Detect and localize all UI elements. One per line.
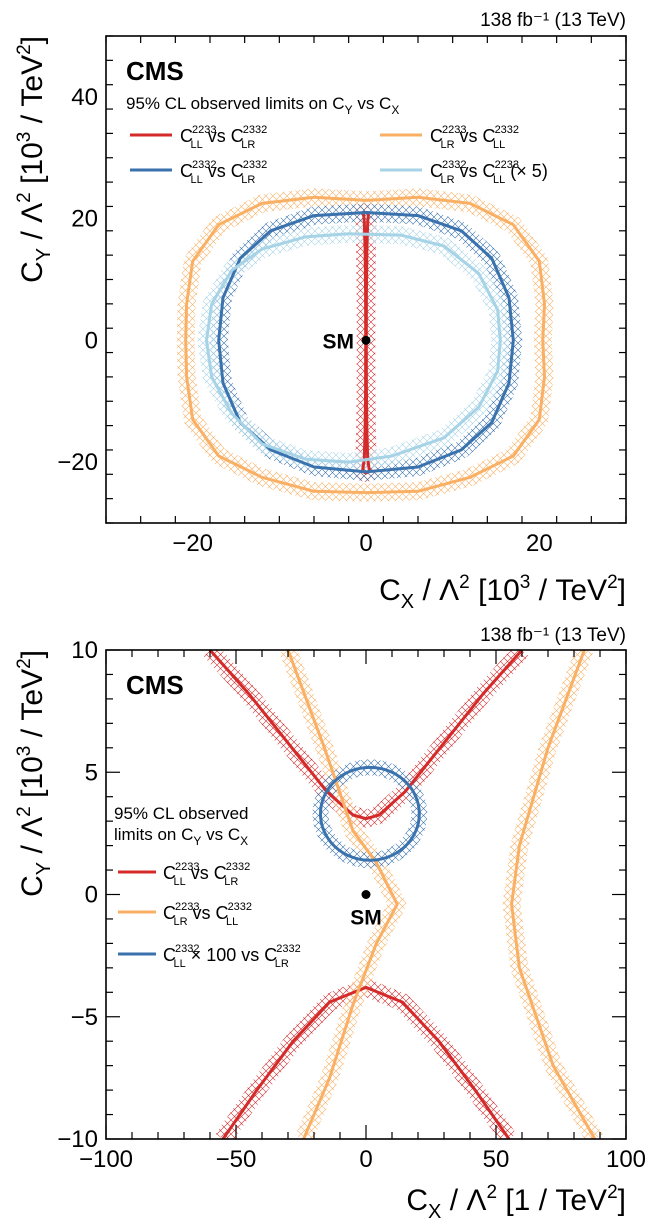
y-tick-label: 10 <box>71 637 98 664</box>
sm-point <box>361 890 371 899</box>
top-ylabel: CY / Λ2 [103 / TeV2] <box>14 36 55 283</box>
lumi-label-bottom: 138 fb⁻¹ (13 TeV) <box>480 625 626 646</box>
top-axis-ticks: −20 0 20 −20 0 20 40 <box>57 35 627 557</box>
y-tick-label: 5 <box>85 759 98 786</box>
top-series-lines <box>184 195 546 495</box>
hatch-band-o_l <box>279 650 407 1139</box>
x-tick-label: −100 <box>79 1146 133 1173</box>
legend-label-2: C2233 LR vs C2332 LL <box>430 124 519 151</box>
top-sm-marker: SM <box>323 330 371 353</box>
bottom-legend-title-1: 95% CL observed <box>114 804 249 823</box>
sm-label: SM <box>350 907 382 930</box>
series-line-r_dn <box>221 985 511 1139</box>
bottom-xlabel: CX / Λ2 [1 / TeV2] <box>406 1182 626 1222</box>
series-line-r_up <box>208 650 524 821</box>
y-tick-label: 0 <box>85 882 98 909</box>
y-tick-label: −20 <box>57 449 98 476</box>
top-legend-title: 95% CL observed limits on CY vs CX <box>126 94 399 117</box>
x-tick-label: 0 <box>359 1146 372 1173</box>
top-cms-label: CMS <box>126 56 184 86</box>
x-tick-label: 50 <box>483 1146 510 1173</box>
bottom-hatch-bands <box>203 650 603 1139</box>
y-tick-label: 0 <box>85 327 98 354</box>
bottom-legend-label-1: C2233 LL vs C2332 LR <box>163 861 250 888</box>
bottom-ylabel: CY / Λ2 [103 / TeV2] <box>14 650 55 897</box>
y-tick-label: −5 <box>71 1004 98 1031</box>
bottom-legend-label-3: C2332 LL × 100 vs C2332 LR <box>163 943 301 970</box>
sm-point <box>361 335 371 345</box>
y-tick-label: 40 <box>71 84 98 111</box>
series-line-s2 <box>184 195 546 495</box>
legend-label-3: C2332 LL vs C2332 LR <box>180 159 267 186</box>
bottom-cms-label: CMS <box>126 670 184 700</box>
top-legend: C2233 LL vs C2332 LR C2233 LR vs C2332 LL C2… <box>130 124 548 186</box>
y-tick-label: −10 <box>57 1126 98 1153</box>
bottom-legend-title-2: limits on CY vs CX <box>114 825 248 848</box>
top-panel: 138 fb⁻¹ (13 TeV) −20 0 20 −20 0 20 40 CMS 95%… <box>14 10 627 613</box>
series-line-o_r <box>510 650 597 1139</box>
bottom-panel: 138 fb⁻¹ (13 TeV) −100 −50 0 50 100−10−50510… <box>14 625 646 1222</box>
series-line-s3 <box>217 211 515 474</box>
bottom-series-lines <box>208 650 597 1139</box>
series-line-s4 <box>205 232 502 464</box>
x-tick-label: 100 <box>606 1146 646 1173</box>
top-xlabel: CX / Λ2 [103 / TeV2] <box>379 572 626 613</box>
legend-label-1: C2233 LL vs C2332 LR <box>180 124 267 151</box>
y-tick-label: 20 <box>71 206 98 233</box>
bottom-legend: 95% CL observed limits on CY vs CX C2233… <box>114 804 301 970</box>
bottom-legend-label-2: C2233 LR vs C2332 LL <box>163 901 252 928</box>
lumi-label: 138 fb⁻¹ (13 TeV) <box>480 10 626 31</box>
sm-label: SM <box>323 330 355 353</box>
x-tick-label: −20 <box>172 530 213 557</box>
hatch-band-r_up <box>203 650 529 828</box>
x-tick-label: 0 <box>359 530 372 557</box>
series-line-o_l <box>286 650 399 1139</box>
x-tick-label: 20 <box>526 530 553 557</box>
series-line-b <box>319 765 421 862</box>
hatch-band-r_dn <box>215 978 517 1139</box>
bottom-sm-marker: SM <box>350 890 382 930</box>
x-tick-label: −50 <box>216 1146 257 1173</box>
legend-label-4: C2332 LR vs C2233 LL (× 5) <box>430 159 548 186</box>
